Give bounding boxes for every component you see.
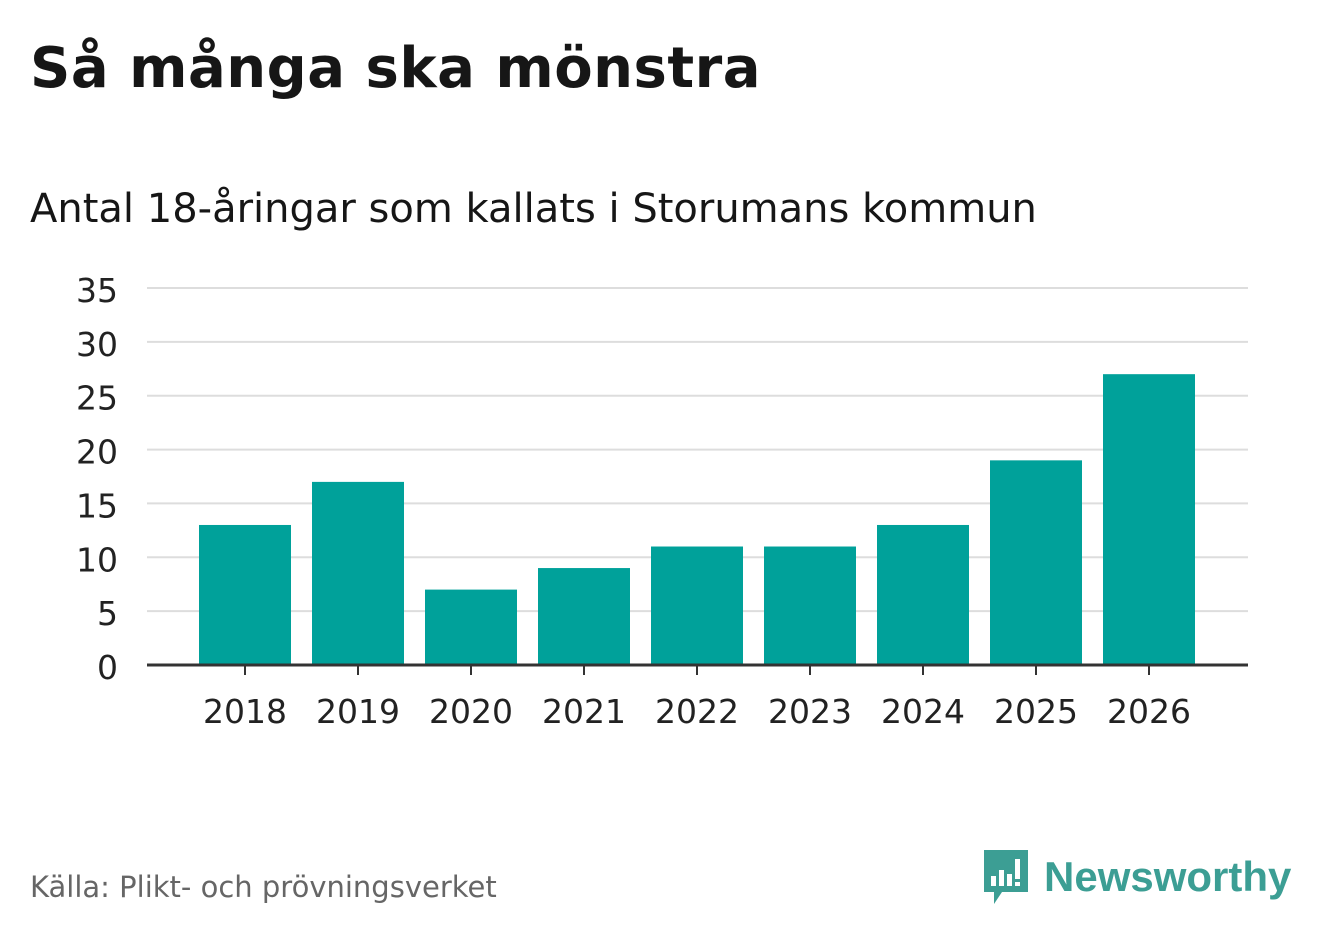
y-tick-label: 15 (76, 486, 118, 525)
newsworthy-logo-icon (984, 850, 1028, 904)
x-tick-label: 2019 (316, 692, 400, 731)
bar (1103, 374, 1195, 665)
x-tick-label: 2023 (768, 692, 852, 731)
chart-subtitle: Antal 18-åringar som kallats i Storumans… (30, 186, 1037, 232)
bar (990, 460, 1082, 665)
chart-title: Så många ska mönstra (30, 36, 762, 101)
x-tick-label: 2022 (655, 692, 739, 731)
source-note: Källa: Plikt- och prövningsverket (30, 870, 497, 904)
y-tick-label: 5 (97, 594, 118, 633)
bar (877, 524, 969, 665)
brand-name: Newsworthy (1044, 853, 1292, 900)
y-tick-label: 25 (76, 379, 118, 418)
x-tick-label: 2026 (1107, 692, 1191, 731)
x-tick-label: 2025 (994, 692, 1078, 731)
bar (199, 524, 291, 665)
x-tick-label: 2020 (429, 692, 513, 731)
y-tick-label: 35 (76, 271, 118, 310)
y-tick-label: 20 (76, 433, 118, 472)
bar (764, 546, 856, 665)
bar (651, 546, 743, 665)
x-tick-label: 2024 (881, 692, 965, 731)
brand-logo: Newsworthy (980, 846, 1291, 908)
bar (425, 589, 517, 665)
x-tick-label: 2018 (203, 692, 287, 731)
x-tick-label: 2021 (542, 692, 626, 731)
bar (312, 481, 404, 665)
y-tick-label: 30 (76, 325, 118, 364)
bar (538, 568, 630, 665)
y-tick-label: 0 (97, 648, 118, 687)
y-tick-label: 10 (76, 540, 118, 579)
